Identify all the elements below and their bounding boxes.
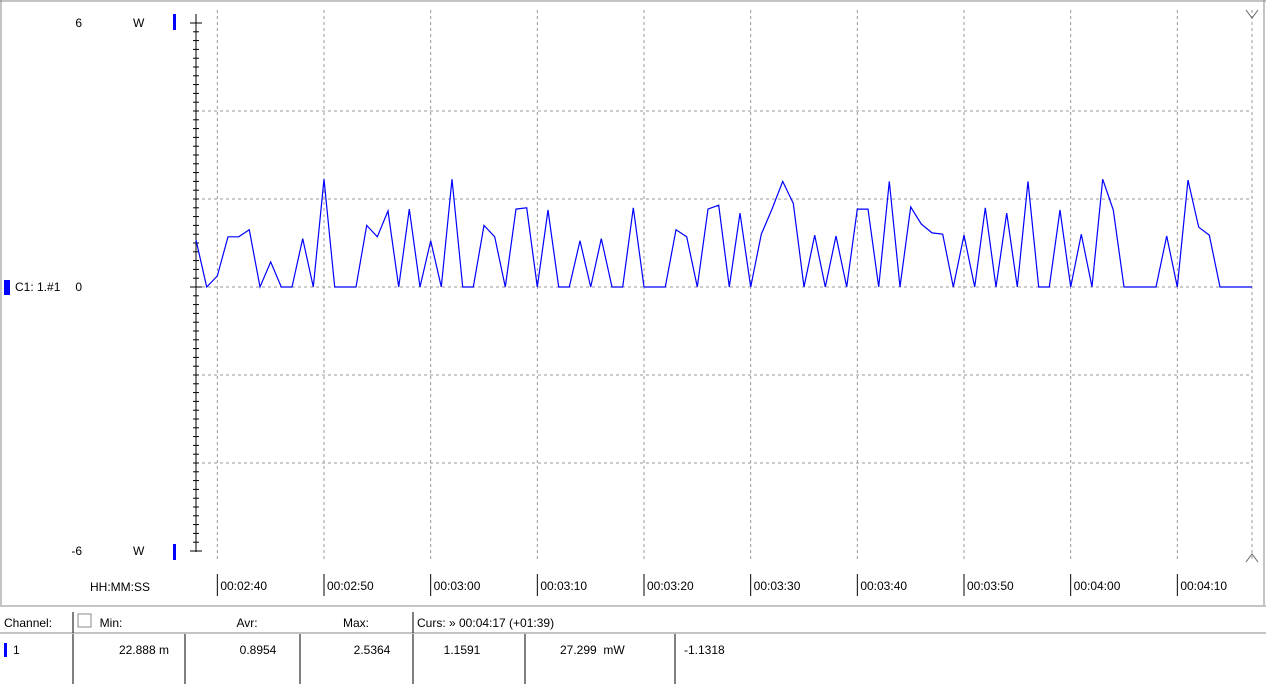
table-cell: 1.1591 xyxy=(444,643,481,657)
x-tick-label: 00:03:30 xyxy=(754,579,801,593)
channel-marker xyxy=(173,544,176,560)
x-tick-label: 00:03:20 xyxy=(647,579,694,593)
y-tick-label: 6 xyxy=(75,16,82,30)
y-tick-label: 0 xyxy=(75,280,82,294)
y-tick-label: -6 xyxy=(71,544,82,558)
x-tick-label: 00:03:40 xyxy=(860,579,907,593)
channel-marker xyxy=(173,14,176,30)
table-header: Min: xyxy=(100,616,123,630)
x-tick-label: 00:03:10 xyxy=(540,579,587,593)
series-line xyxy=(195,179,1252,290)
table-header: Avr: xyxy=(236,616,257,630)
table-cell: 0.8954 xyxy=(240,643,277,657)
y-unit: W xyxy=(133,544,145,558)
x-tick-label: 00:02:50 xyxy=(327,579,374,593)
x-tick-label: 00:03:50 xyxy=(967,579,1014,593)
channel-checkbox[interactable] xyxy=(77,613,92,628)
stats-table xyxy=(0,607,1266,684)
y-unit: W xyxy=(133,16,145,30)
x-tick-label: 00:04:10 xyxy=(1180,579,1227,593)
table-cell: 2.5364 xyxy=(354,643,391,657)
x-axis-label: HH:MM:SS xyxy=(90,580,150,594)
table-cell: 27.299 mW xyxy=(560,643,625,657)
x-tick-label: 00:02:40 xyxy=(220,579,267,593)
table-header: Curs: » 00:04:17 (+01:39) xyxy=(417,616,554,630)
table-cell: -1.1318 xyxy=(684,643,725,657)
x-tick-label: 00:03:00 xyxy=(434,579,481,593)
series-label: C1: 1.#1 xyxy=(15,280,61,294)
cursor-marker xyxy=(1245,9,1259,563)
table-header: Channel: xyxy=(4,616,52,630)
channel-marker xyxy=(4,643,7,657)
table-header: Max: xyxy=(343,616,369,630)
channel-marker xyxy=(4,280,10,295)
x-tick-label: 00:04:00 xyxy=(1074,579,1121,593)
table-cell: 1 xyxy=(13,643,20,657)
table-cell: 22.888 m xyxy=(119,643,169,657)
